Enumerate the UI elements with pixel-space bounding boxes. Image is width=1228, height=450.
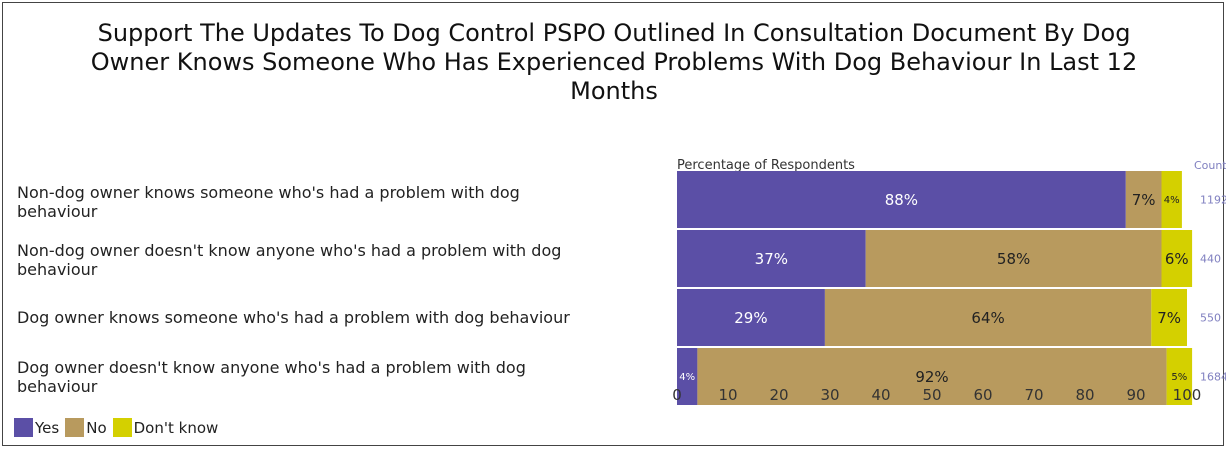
x-tick-label: 0: [672, 386, 682, 404]
category-label-2-line-1: Non-dog owner doesn't know anyone who's …: [17, 241, 562, 260]
x-tick-label: 10: [718, 386, 737, 404]
category-label-3: Dog owner knows someone who's had a prob…: [17, 308, 677, 327]
data-label-2-yes: 37%: [755, 250, 788, 268]
bar-1-don-t-know: [1161, 171, 1182, 228]
count-header: Count: [1194, 159, 1226, 172]
bars-group: 88% 7% 4% 37% 58% 6% 29% 64% 7% 4% 92% 5%: [677, 171, 1193, 405]
legend-item-no: No: [65, 418, 107, 437]
category-label-4-line-1: Dog owner doesn't know anyone who's had …: [17, 358, 526, 377]
data-label-3-no: 64%: [971, 309, 1004, 327]
bar-2-no: [865, 230, 1162, 287]
chart-title-line-1: Support The Updates To Dog Control PSPO …: [97, 19, 1131, 47]
bar-1-yes: [677, 171, 1126, 228]
x-axis-ticks: 0 10 20 30 40 50 60 70 80 90 100: [672, 386, 1201, 404]
category-label-4: Dog owner doesn't know anyone who's had …: [17, 358, 677, 396]
data-label-1-yes: 88%: [885, 191, 918, 209]
bar-2-don-t-know: [1161, 230, 1193, 287]
chart-title: Support The Updates To Dog Control PSPO …: [11, 19, 1217, 106]
bar-3-don-t-know: [1151, 289, 1187, 346]
legend-label-dont-know: Don't know: [133, 418, 219, 437]
category-label-1: Non-dog owner knows someone who's had a …: [17, 183, 677, 221]
category-label-4-line-2: behaviour: [17, 377, 98, 396]
x-tick-label: 100: [1173, 386, 1202, 404]
legend-label-no: No: [86, 418, 107, 437]
category-label-1-line-2: behaviour: [17, 202, 98, 221]
data-label-2-no: 58%: [997, 250, 1030, 268]
x-axis-label: Percentage of Respondents: [677, 158, 855, 173]
bar-4-don-t-know: [1166, 348, 1193, 405]
chart-title-line-2: Owner Knows Someone Who Has Experienced …: [90, 48, 1138, 76]
x-tick-label: 20: [769, 386, 788, 404]
data-label-1-no: 7%: [1132, 191, 1156, 209]
category-label-1-line-1: Non-dog owner knows someone who's had a …: [17, 183, 520, 202]
x-tick-label: 70: [1024, 386, 1043, 404]
bar-2-yes: [677, 230, 866, 287]
data-label-4-yes: 4%: [679, 372, 695, 383]
x-tick-label: 60: [973, 386, 992, 404]
data-label-3-yes: 29%: [734, 309, 767, 327]
legend-swatch-dont-know: [112, 418, 132, 437]
legend: Yes No Don't know: [14, 418, 224, 437]
bar-4-yes: [677, 348, 698, 405]
x-tick-label: 30: [820, 386, 839, 404]
bar-3-no: [824, 289, 1152, 346]
category-label-2: Non-dog owner doesn't know anyone who's …: [17, 241, 677, 279]
data-label-2-don-t-know: 6%: [1165, 250, 1189, 268]
bar-1-no: [1125, 171, 1162, 228]
count-value: 1684: [1200, 371, 1226, 384]
legend-swatch-no: [65, 418, 85, 437]
bar-3-yes: [677, 289, 825, 346]
counts-column: 1192 440 550 1684: [1200, 194, 1226, 384]
category-label-2-line-2: behaviour: [17, 260, 98, 279]
chart-title-line-3: Months: [570, 77, 658, 105]
data-label-3-don-t-know: 7%: [1157, 309, 1181, 327]
count-value: 1192: [1200, 194, 1226, 207]
count-value: 550: [1200, 312, 1221, 325]
data-label-4-no: 92%: [915, 368, 948, 386]
legend-swatch-yes: [14, 418, 33, 437]
data-label-1-don-t-know: 4%: [1164, 195, 1180, 206]
x-tick-label: 50: [922, 386, 941, 404]
bar-4-no: [697, 348, 1167, 405]
x-tick-label: 40: [871, 386, 890, 404]
category-label-3-line-1: Dog owner knows someone who's had a prob…: [17, 308, 570, 327]
count-value: 440: [1200, 253, 1221, 266]
data-label-4-don-t-know: 5%: [1171, 372, 1187, 383]
legend-item-yes: Yes: [14, 418, 59, 437]
legend-label-yes: Yes: [35, 418, 60, 437]
x-tick-label: 90: [1126, 386, 1145, 404]
legend-item-dont-know: Don't know: [112, 418, 219, 437]
x-tick-label: 80: [1075, 386, 1094, 404]
